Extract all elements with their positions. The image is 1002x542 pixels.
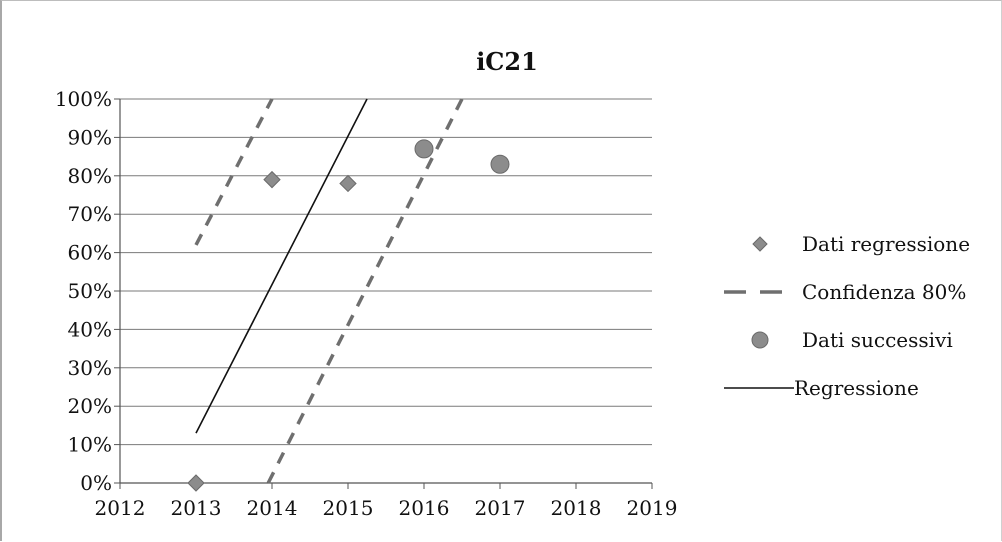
y-tick-label: 40% — [68, 317, 112, 341]
y-tick-label: 50% — [68, 279, 112, 303]
regression-line — [195, 98, 368, 434]
y-tick-labels: 0% 10% 20% 30% 40% 50% 60% 70% 80% 90% 100% — [55, 87, 112, 495]
x-tick-label: 2012 — [95, 496, 146, 520]
grid-lines — [120, 98, 652, 446]
x-tick-labels: 2012 2013 2014 2015 2016 2017 2018 2019 — [95, 496, 678, 520]
legend: Dati regressione Confidenza 80% Dati succe… — [724, 232, 970, 400]
legend-label: Dati regressione — [802, 232, 970, 256]
data-point-diamond — [187, 474, 205, 492]
legend-label: Regressione — [794, 376, 919, 400]
confidence-line — [266, 98, 464, 484]
x-tick-label: 2019 — [627, 496, 678, 520]
x-tick-label: 2015 — [323, 496, 374, 520]
y-tick-label: 90% — [68, 125, 112, 149]
axes — [114, 98, 653, 489]
y-tick-label: 0% — [80, 471, 112, 495]
y-tick-label: 20% — [68, 394, 112, 418]
chart-title: iC21 — [476, 47, 538, 76]
legend-label: Dati successivi — [802, 328, 953, 352]
y-tick-label: 10% — [68, 433, 112, 457]
data-point-diamond — [263, 170, 281, 189]
legend-label: Confidenza 80% — [802, 280, 966, 304]
series-marks — [187, 98, 510, 492]
confidence-line — [194, 98, 274, 246]
y-tick-label: 80% — [68, 164, 112, 188]
x-tick-label: 2018 — [551, 496, 602, 520]
data-point-circle — [490, 154, 510, 174]
y-tick-label: 60% — [68, 241, 112, 265]
x-tick-label: 2016 — [399, 496, 450, 520]
x-tick-label: 2013 — [171, 496, 222, 520]
data-point-circle — [414, 139, 434, 159]
legend-diamond-icon — [752, 236, 768, 252]
data-point-diamond — [339, 174, 357, 193]
y-tick-label: 30% — [68, 356, 112, 380]
x-tick-label: 2017 — [475, 496, 526, 520]
x-tick-label: 2014 — [247, 496, 298, 520]
y-tick-label: 70% — [68, 202, 112, 226]
legend-circle-icon — [751, 331, 769, 349]
y-tick-label: 100% — [55, 87, 112, 111]
